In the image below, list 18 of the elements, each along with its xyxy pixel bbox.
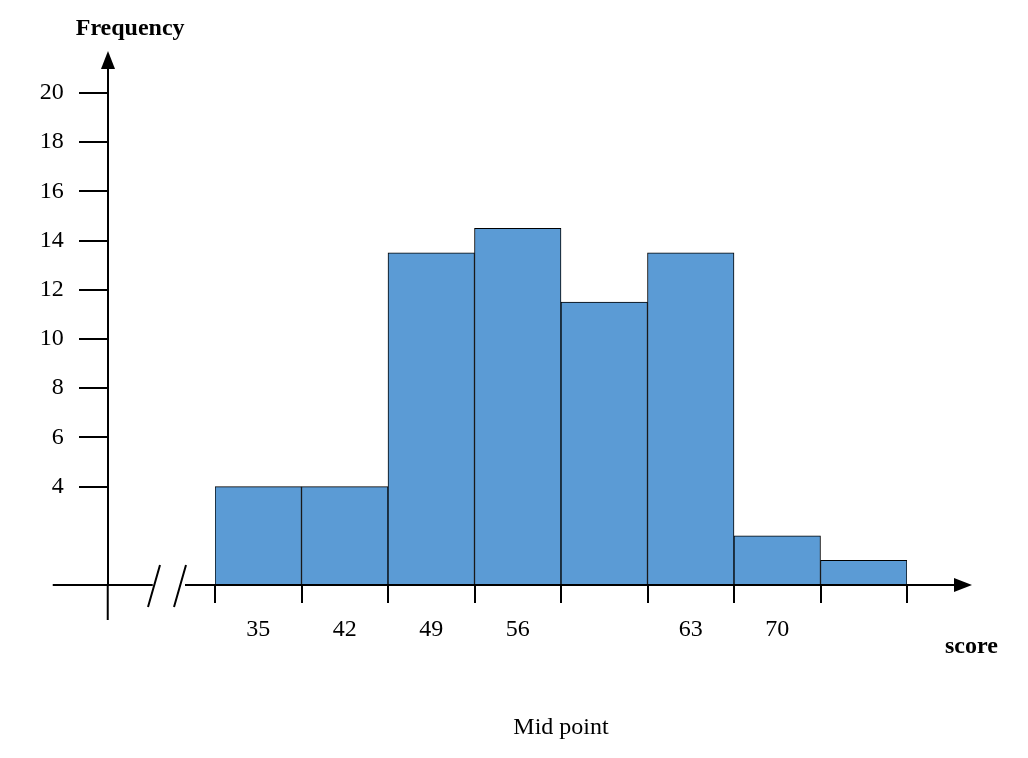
y-tick-label: 4	[51, 471, 64, 498]
y-tick-label: 10	[39, 324, 64, 351]
y-tick-label: 18	[39, 127, 64, 154]
x-tick-label: 70	[765, 614, 790, 641]
x-tick-label: 63	[678, 614, 703, 641]
x-tick-label: 42	[332, 614, 357, 641]
x-tick-label: 49	[419, 614, 444, 641]
y-tick-label: 6	[51, 422, 64, 449]
y-tick-label: 14	[39, 225, 64, 252]
x-tick-label: 35	[246, 614, 271, 641]
y-tick-label: 20	[39, 78, 64, 105]
y-axis-title: Frequency	[75, 13, 185, 40]
text: Mid point	[513, 713, 609, 740]
y-tick-label: 16	[39, 176, 64, 203]
x-axis-title: score	[945, 632, 999, 659]
y-tick-label: 8	[51, 373, 64, 400]
y-tick-label: 12	[39, 275, 64, 302]
x-tick-label: 56	[505, 614, 530, 641]
